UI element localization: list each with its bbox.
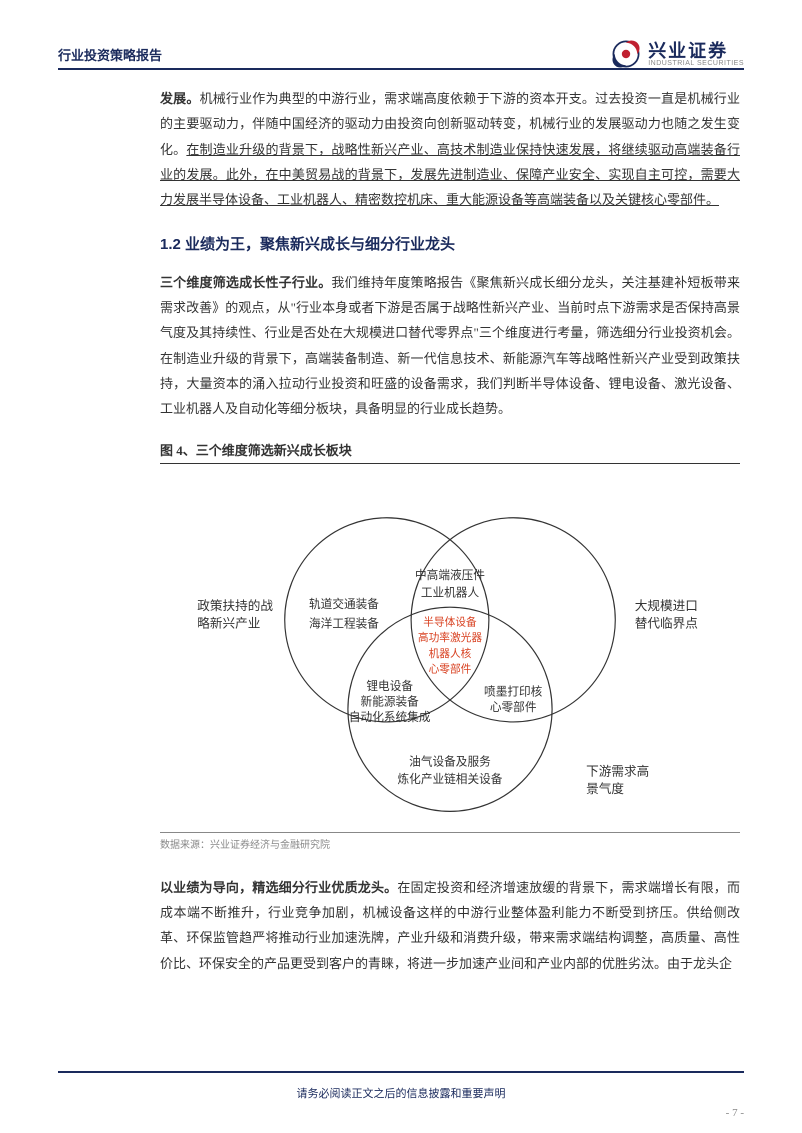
top-rule <box>58 68 744 70</box>
intro-lead: 发展。 <box>160 91 200 106</box>
main-content: 发展。机械行业作为典型的中游行业，需求端高度依赖于下游的资本开支。过去投资一直是… <box>160 86 740 990</box>
venn-outer-bottom-1: 下游需求高 <box>586 763 649 778</box>
page-number: - 7 - <box>726 1107 744 1119</box>
intro-paragraph: 发展。机械行业作为典型的中游行业，需求端高度依赖于下游的资本开支。过去投资一直是… <box>160 86 740 213</box>
venn-top-0: 中高端液压件 <box>415 568 485 582</box>
venn-center-1: 高功率激光器 <box>418 631 482 644</box>
bottom-rule <box>58 1071 744 1073</box>
venn-bot-0: 油气设备及服务 <box>409 754 491 768</box>
figure-4-caption: 图 4、三个维度筛选新兴成长板块 <box>160 440 740 464</box>
venn-outer-bottom-2: 景气度 <box>586 781 624 796</box>
venn-top-1: 工业机器人 <box>421 585 480 599</box>
venn-lb-2: 自动化系统集成 <box>349 710 431 724</box>
venn-center-2: 机器人核 <box>429 647 472 660</box>
figure-4-source: 数据来源：兴业证券经济与金融研究院 <box>160 832 740 851</box>
intro-underline: 在制造业升级的背景下，战略性新兴产业、高技术制造业保持快速发展，将继续驱动高端装… <box>160 142 740 208</box>
venn-outer-right-1: 大规模进口 <box>635 599 698 613</box>
venn-center-0: 半导体设备 <box>423 615 477 628</box>
venn-lb-0: 锂电设备 <box>366 679 413 693</box>
logo-text-en: INDUSTRIAL SECURITIES <box>648 60 744 67</box>
paragraph-2: 三个维度筛选成长性子行业。我们维持年度策略报告《聚焦新兴成长细分龙头，关注基建补… <box>160 270 740 422</box>
paragraph-3: 以业绩为导向，精选细分行业优质龙头。在固定投资和经济增速放缓的背景下，需求端增长… <box>160 875 740 976</box>
logo-icon <box>612 40 640 68</box>
venn-diagram: 政策扶持的战 略新兴产业 大规模进口 替代临界点 下游需求高 景气度 轨道交通装… <box>170 474 730 824</box>
brand-logo: 兴业证券 INDUSTRIAL SECURITIES <box>612 40 744 68</box>
venn-outer-left-1: 政策扶持的战 <box>197 598 273 613</box>
venn-left-0: 轨道交通装备 <box>309 597 379 611</box>
section-heading-1-2: 1.2 业绩为王，聚焦新兴成长与细分行业龙头 <box>160 233 740 254</box>
footer-disclaimer: 请务必阅读正文之后的信息披露和重要声明 <box>58 1085 744 1101</box>
logo-text-cn: 兴业证券 <box>648 42 744 60</box>
venn-outer-right-2: 替代临界点 <box>635 616 698 630</box>
venn-lb-1: 新能源装备 <box>361 694 420 708</box>
p2-lead: 三个维度筛选成长性子行业。 <box>160 275 331 290</box>
p3-lead: 以业绩为导向，精选细分行业优质龙头。 <box>160 880 397 895</box>
venn-bot-1: 炼化产业链相关设备 <box>398 772 503 786</box>
p2-text: 我们维持年度策略报告《聚焦新兴成长细分龙头，关注基建补短板带来需求改善》的观点，… <box>160 275 740 417</box>
page-header: 行业投资策略报告 兴业证券 INDUSTRIAL SECURITIES <box>58 40 744 68</box>
report-type-label: 行业投资策略报告 <box>58 45 162 64</box>
venn-center-3: 心零部件 <box>429 662 472 675</box>
venn-left-1: 海洋工程装备 <box>309 616 379 630</box>
figure-4-venn: 政策扶持的战 略新兴产业 大规模进口 替代临界点 下游需求高 景气度 轨道交通装… <box>160 468 740 830</box>
venn-outer-left-2: 略新兴产业 <box>197 615 260 630</box>
venn-rb-1: 心零部件 <box>490 700 537 714</box>
venn-rb-0: 喷墨打印核 <box>484 684 543 698</box>
